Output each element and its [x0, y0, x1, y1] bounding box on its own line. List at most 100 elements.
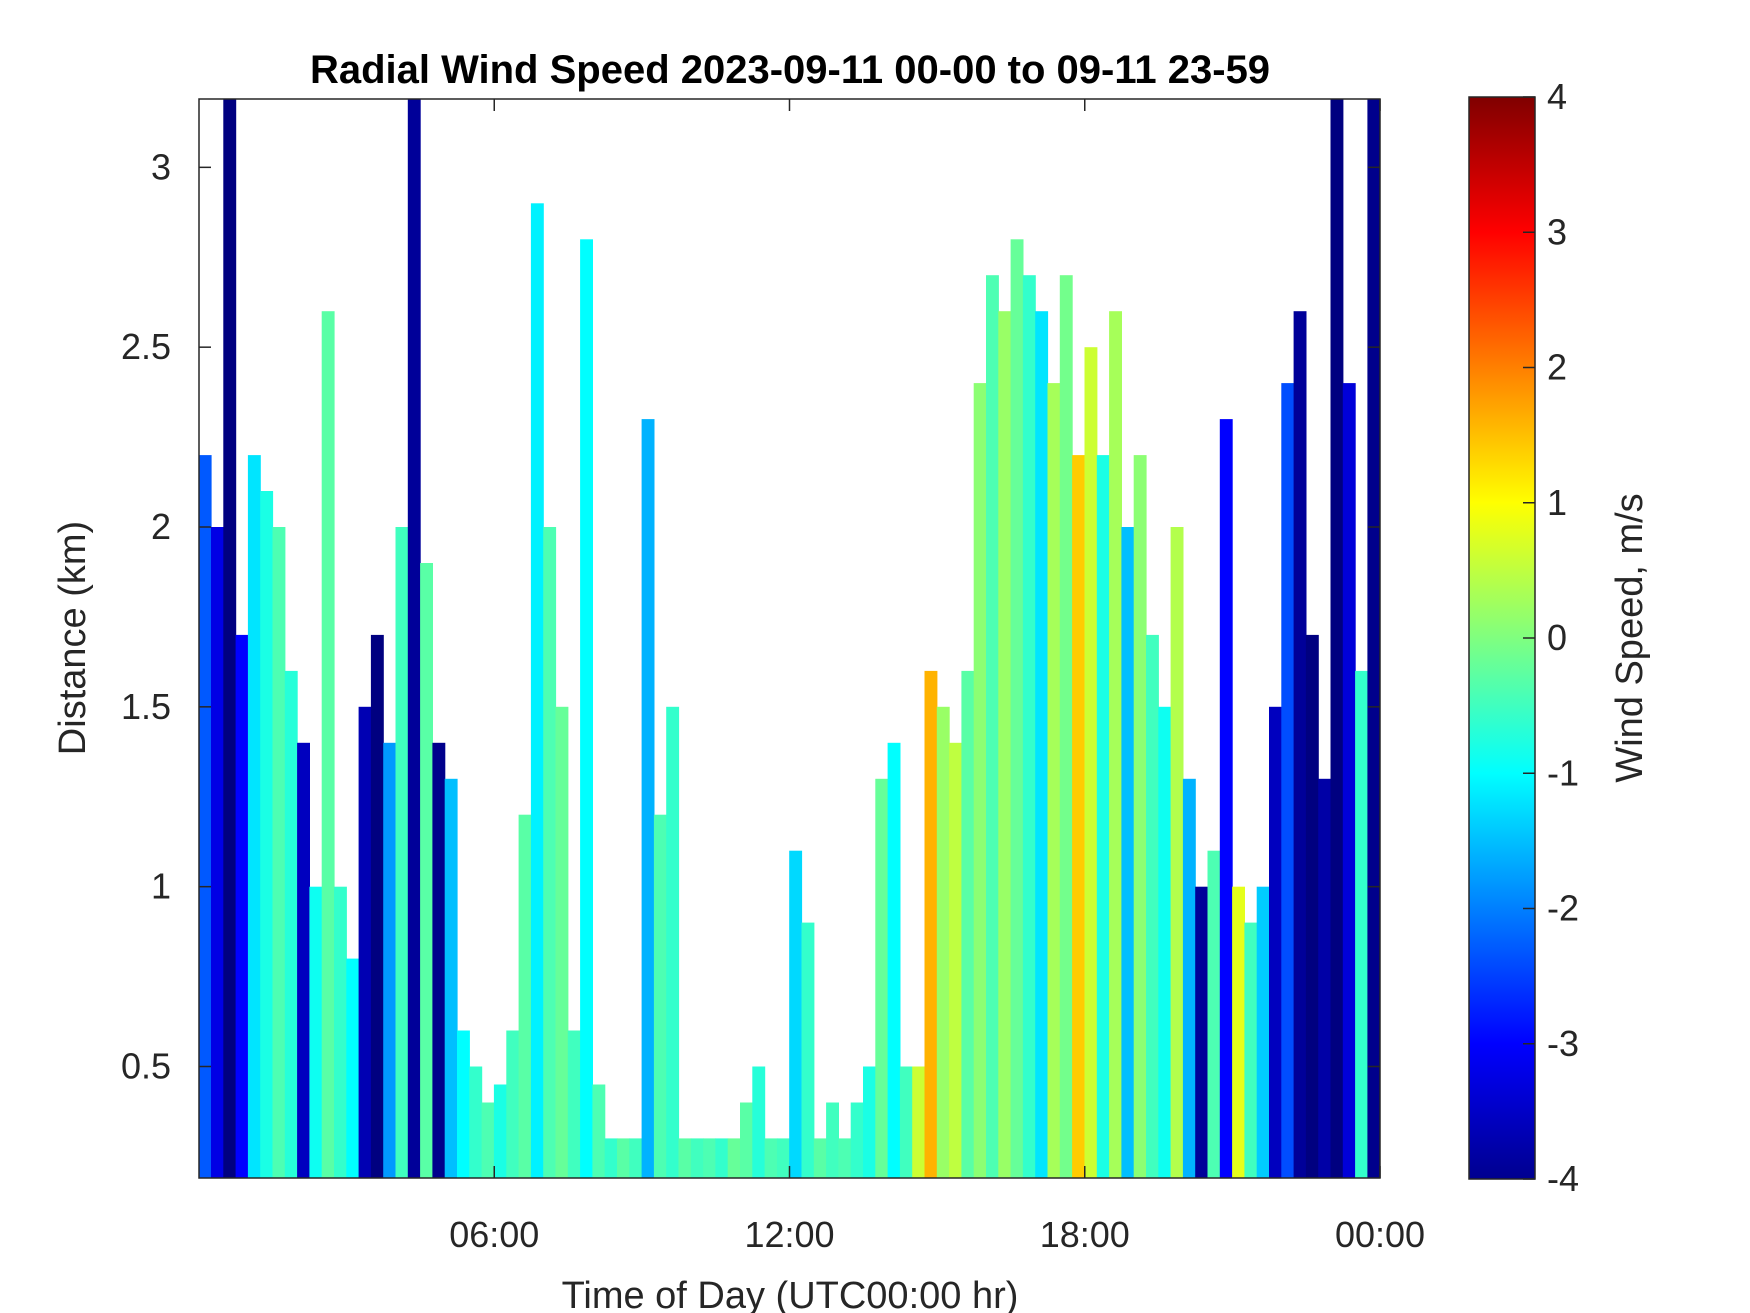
x-tick-label: 18:00	[1040, 1214, 1130, 1255]
heatmap-column	[973, 383, 987, 1178]
heatmap-column	[223, 99, 237, 1178]
heatmap-column	[1355, 670, 1368, 1178]
heatmap-column	[776, 1138, 790, 1178]
heatmap-column	[309, 886, 323, 1178]
heatmap-column	[924, 670, 938, 1178]
heatmap-column	[1269, 706, 1282, 1178]
heatmap-column	[1281, 383, 1295, 1178]
heatmap-column	[986, 275, 999, 1178]
colorbar-tick-label: -3	[1547, 1023, 1579, 1064]
y-tick-label: 0.5	[121, 1046, 171, 1087]
heatmap-column	[469, 1066, 483, 1178]
heatmap-column	[936, 706, 950, 1178]
x-tick-label: 06:00	[449, 1214, 539, 1255]
heatmap-column	[703, 1138, 716, 1178]
heatmap-column	[1256, 886, 1270, 1178]
heatmap-column	[887, 742, 901, 1178]
heatmap-column	[284, 670, 298, 1178]
colorbar-tick-label: 3	[1547, 211, 1567, 252]
heatmap-column	[444, 778, 458, 1178]
colorbar-ticks: 4 3 2 1 0 -1 -2 -3 -4	[1523, 76, 1579, 1199]
heatmap-column	[1219, 419, 1233, 1178]
heatmap-column	[358, 706, 372, 1178]
heatmap-column	[1170, 527, 1184, 1178]
heatmap-column	[1244, 922, 1258, 1178]
heatmap-column	[764, 1138, 778, 1178]
heatmap-column	[334, 886, 347, 1178]
colorbar: 4 3 2 1 0 -1 -2 -3 -4 Wind Speed, m/s	[1468, 76, 1651, 1199]
heatmap-column	[949, 742, 962, 1178]
heatmap-column	[506, 1030, 520, 1178]
x-tick-label: 00:00	[1335, 1214, 1425, 1255]
heatmap-column	[961, 670, 975, 1178]
heatmap-column	[321, 311, 335, 1178]
colorbar-label: Wind Speed, m/s	[1609, 493, 1651, 782]
heatmap-column	[641, 419, 655, 1178]
colorbar-tick-label: -4	[1547, 1158, 1579, 1199]
x-tick-label: 12:00	[744, 1214, 834, 1255]
heatmap-column	[543, 527, 557, 1178]
heatmap-column	[666, 706, 680, 1178]
heatmap-column	[260, 491, 274, 1178]
heatmap-column	[1084, 347, 1098, 1178]
heatmap-column	[1182, 778, 1196, 1178]
heatmap-column	[370, 634, 384, 1178]
heatmap-column	[826, 1102, 839, 1178]
chart-title: Radial Wind Speed 2023-09-11 00-00 to 09…	[310, 48, 1270, 92]
heatmap-column	[407, 99, 421, 1178]
heatmap-column	[567, 1030, 581, 1178]
heatmap-column	[1121, 527, 1135, 1178]
heatmap-column	[617, 1138, 630, 1178]
heatmap-column	[211, 527, 224, 1178]
heatmap-column	[383, 742, 397, 1178]
heatmap-column	[912, 1066, 926, 1178]
heatmap-column	[740, 1102, 753, 1178]
heatmap-column	[1022, 275, 1036, 1178]
heatmap-column	[457, 1030, 470, 1178]
plot-area: 06:00 12:00 18:00 00:00 0.5 1 1.5 2 2.5 3	[121, 98, 1425, 1255]
colorbar-tick-label: -2	[1547, 888, 1579, 929]
heatmap-cells	[199, 99, 1380, 1178]
heatmap-column	[998, 311, 1012, 1178]
y-tick-label: 3	[151, 146, 171, 187]
heatmap-column	[1059, 275, 1073, 1178]
heatmap-column	[801, 922, 815, 1178]
heatmap-column	[1010, 239, 1024, 1178]
heatmap-column	[629, 1138, 643, 1178]
x-axis-label: Time of Day (UTC00:00 hr)	[562, 1275, 1019, 1313]
heatmap-column	[481, 1102, 495, 1178]
colorbar-tick-label: 2	[1547, 347, 1567, 388]
heatmap-column	[653, 814, 667, 1178]
heatmap-column	[752, 1066, 766, 1178]
heatmap-column	[1096, 455, 1110, 1178]
heatmap-column	[297, 742, 310, 1178]
heatmap-column	[530, 203, 544, 1178]
heatmap-column	[247, 455, 261, 1178]
heatmap-column	[1330, 99, 1344, 1178]
heatmap-column	[395, 527, 409, 1178]
heatmap-column	[272, 527, 286, 1178]
heatmap-column	[813, 1138, 827, 1178]
y-tick-label: 2	[151, 506, 171, 547]
heatmap-column	[1035, 311, 1049, 1178]
heatmap-column	[199, 455, 212, 1178]
colorbar-tick-label: -1	[1547, 752, 1579, 793]
heatmap-column	[690, 1138, 704, 1178]
heatmap-column	[604, 1138, 618, 1178]
heatmap-column	[838, 1138, 852, 1178]
y-axis-label: Distance (km)	[52, 521, 94, 755]
y-axis-ticks: 0.5 1 1.5 2 2.5 3	[121, 146, 1380, 1087]
heatmap-column	[727, 1138, 741, 1178]
heatmap-column	[1072, 455, 1085, 1178]
heatmap-column	[518, 814, 532, 1178]
heatmap-column	[1146, 634, 1159, 1178]
heatmap-column	[678, 1138, 692, 1178]
heatmap-column	[1318, 778, 1332, 1178]
colorbar-tick-label: 4	[1547, 76, 1567, 117]
heatmap-column	[432, 742, 446, 1178]
heatmap-column	[1133, 455, 1147, 1178]
y-tick-label: 1	[151, 866, 171, 907]
heatmap-column	[715, 1138, 729, 1178]
y-tick-label: 1.5	[121, 686, 171, 727]
